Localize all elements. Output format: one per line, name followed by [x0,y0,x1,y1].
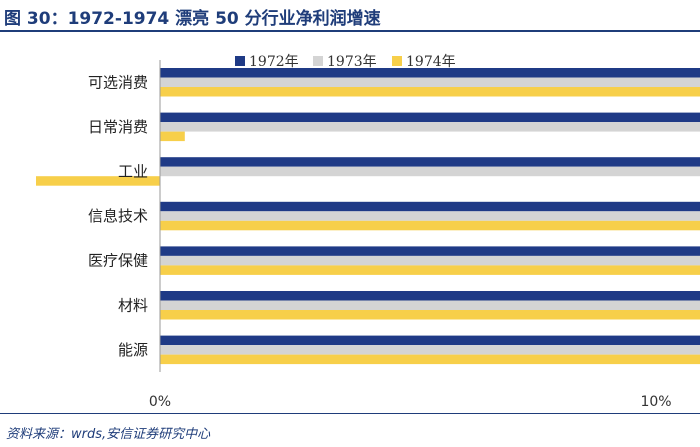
bar-2-1973年 [160,122,700,132]
legend-swatch [313,56,323,66]
x-tick-label: 10% [640,394,671,410]
bar-7-1973年 [160,345,700,355]
category-label: 医疗保健 [88,252,148,270]
legend-label: 1974年 [406,54,456,70]
title-divider [0,30,700,32]
chart-title: 图 30：1972-1974 漂亮 50 分行业净利润增速 [4,9,381,29]
bar-2-1972年 [160,112,700,123]
bar-3-1973年 [160,166,700,177]
bar-1-1973年 [160,77,700,87]
legend-label: 1972年 [249,54,299,70]
bars-group [36,68,700,365]
bar-6-1974年 [160,310,700,320]
bar-4-1972年 [160,201,700,212]
source-divider [0,413,700,414]
bar-3-1974年 [36,176,160,186]
category-label: 信息技术 [88,207,148,225]
source-note: 资料来源：wrds,安信证券研究中心 [6,427,211,442]
bar-6-1972年 [160,291,700,301]
bar-1-1972年 [160,68,700,78]
category-label: 材料 [118,296,148,314]
bar-4-1974年 [160,220,700,231]
category-label: 工业 [118,162,148,180]
legend: 1972年 1973年 1974年 [235,54,456,70]
category-label: 日常消费 [88,118,148,136]
bar-7-1974年 [160,354,700,365]
category-label: 能源 [118,341,148,359]
legend-swatch [392,56,402,66]
bar-4-1973年 [160,211,700,221]
bar-2-1974年 [160,131,185,142]
category-label: 可选消费 [88,73,148,91]
bar-5-1973年 [160,255,700,266]
legend-label: 1973年 [327,54,377,70]
bar-5-1974年 [160,265,700,275]
bar-3-1972年 [160,157,700,167]
bar-5-1972年 [160,246,700,256]
x-tick-label: 0% [149,394,171,410]
bar-6-1973年 [160,300,700,310]
bar-7-1972年 [160,335,700,346]
legend-swatch [235,56,245,66]
bar-1-1974年 [160,87,700,97]
